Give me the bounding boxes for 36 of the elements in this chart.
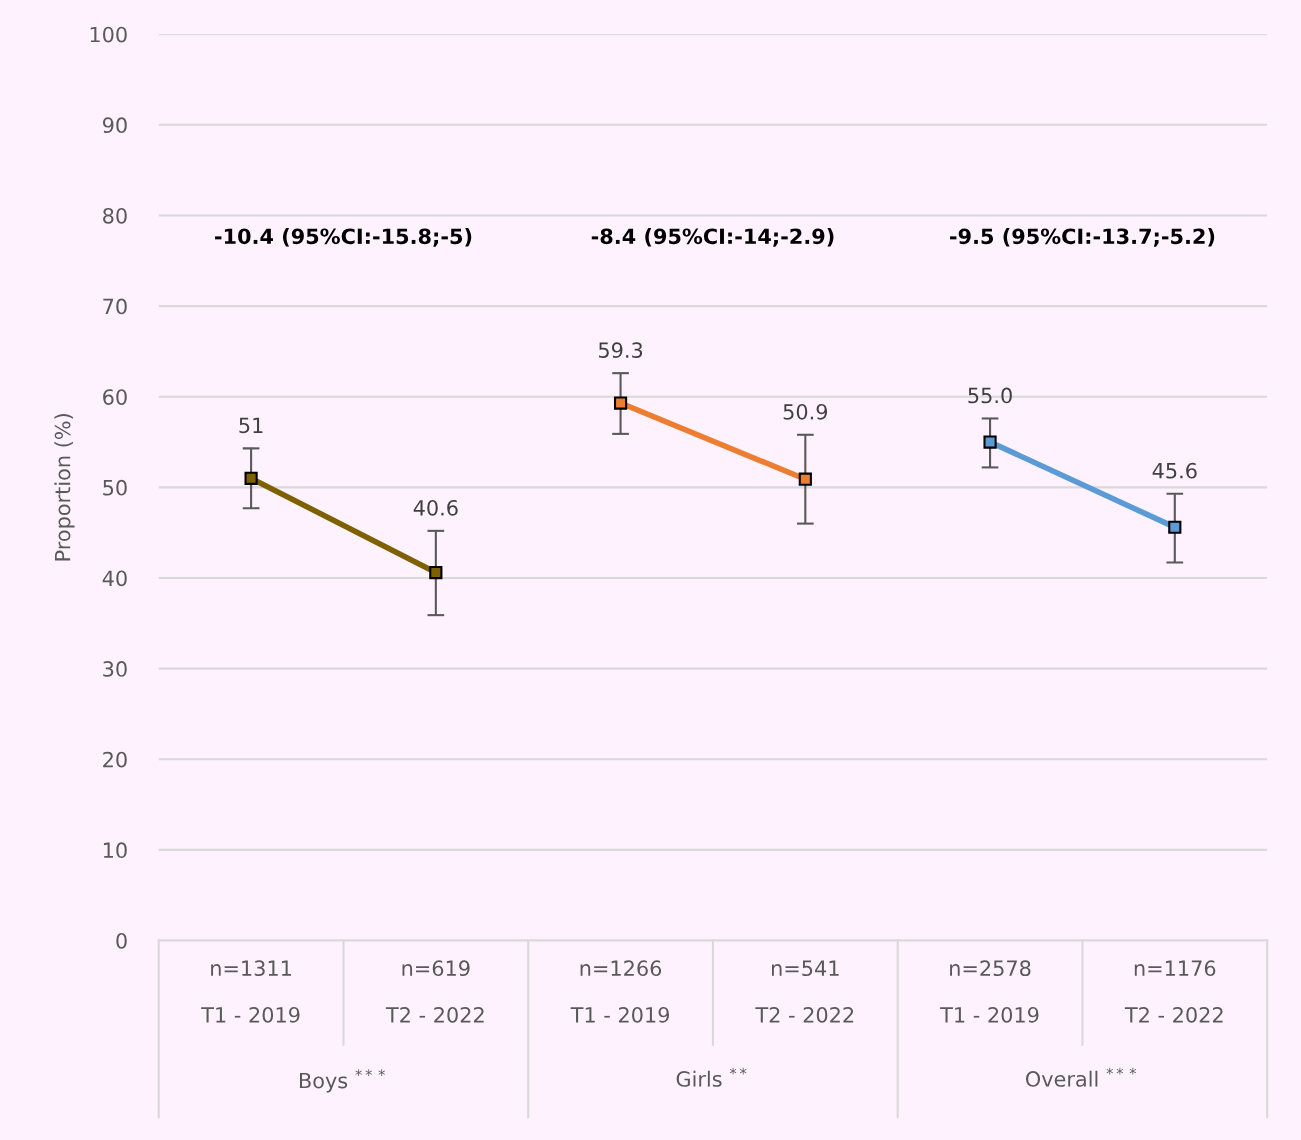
data-label: 50.9: [783, 403, 828, 420]
annotation: -10.4 (95%CI:-15.8;-5): [215, 228, 472, 247]
y-tick-label: 20: [103, 751, 127, 768]
point: [244, 471, 258, 485]
data-label: 45.6: [1152, 462, 1197, 479]
point: [983, 435, 997, 449]
data-label: 51: [239, 417, 263, 434]
y-tick-label: 30: [103, 661, 127, 677]
y-tick-label: 0: [116, 932, 127, 949]
annotation: -8.4 (95%CI:-14;-2.9): [591, 228, 834, 247]
point: [1168, 520, 1182, 534]
y-tick-label: 100: [90, 26, 127, 43]
category-label: n=1311 T1 - 2019: [201, 960, 300, 1023]
point: [429, 565, 443, 580]
y-tick-label: 50: [103, 479, 127, 496]
data-label: 40.6: [413, 499, 458, 516]
category-label: n=1266 T1 - 2019: [570, 960, 669, 1023]
y-axis-title: Proportion (%): [54, 414, 75, 561]
y-tick-label: 80: [103, 207, 127, 224]
category-label: n=1176 T2 - 2022: [1124, 960, 1223, 1023]
y-tick-label: 60: [103, 389, 127, 405]
point: [613, 396, 628, 410]
annotation: -9.5 (95%CI:-13.7;-5.2): [950, 228, 1215, 247]
data-label: 55.0: [968, 387, 1012, 404]
data-label: 59.3: [598, 342, 643, 359]
category-label: n=541 T2 - 2022: [755, 960, 854, 1023]
y-tick-label: 10: [103, 842, 127, 859]
text: Overall $^{***}$: [1026, 1067, 1137, 1087]
y-tick-label: 40: [102, 570, 127, 587]
y-tick-label: 70: [103, 298, 127, 315]
text: Boys $^{***}$: [299, 1069, 385, 1093]
text: Girls $^{**}$: [676, 1067, 747, 1087]
category-label: n=2578 T1 - 2019: [940, 960, 1039, 1023]
y-tick-label: 90: [102, 117, 127, 134]
category-label: n=619 T2 - 2022: [385, 960, 484, 1023]
point: [798, 472, 812, 486]
